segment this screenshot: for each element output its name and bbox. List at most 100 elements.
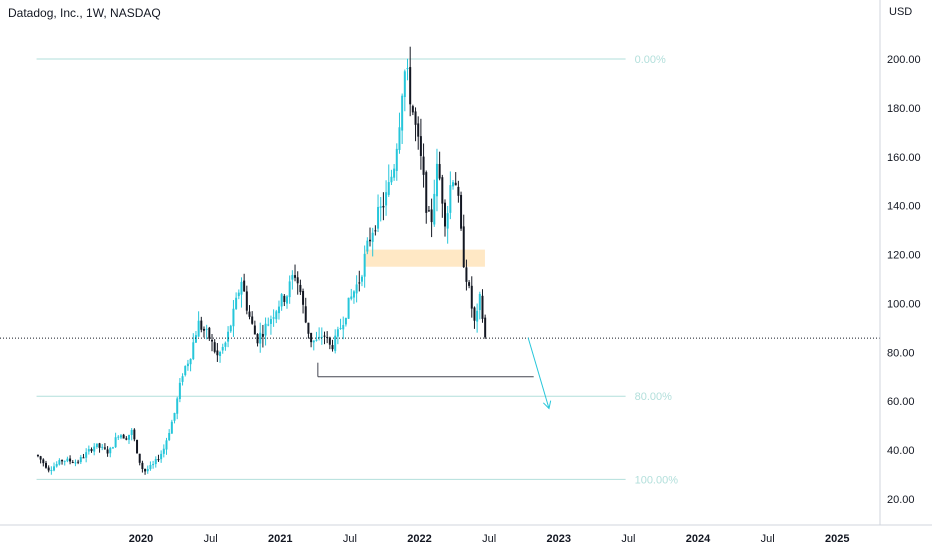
candles <box>36 46 487 475</box>
candle-body <box>44 462 47 468</box>
candle-body <box>393 168 396 178</box>
x-tick-label: Jul <box>204 533 218 545</box>
candle <box>366 237 369 255</box>
candle <box>390 169 393 186</box>
candle <box>44 460 47 469</box>
candle <box>363 245 366 288</box>
candle-body <box>379 206 382 208</box>
candle <box>189 358 192 372</box>
candle-body <box>403 71 406 98</box>
candle-body <box>79 456 82 463</box>
candle-body <box>66 458 69 462</box>
candle <box>470 276 473 318</box>
candle-body <box>382 205 385 208</box>
candle-body <box>221 347 224 351</box>
candle <box>66 456 69 463</box>
candle <box>128 434 131 444</box>
x-tick-label: 2024 <box>686 533 711 545</box>
candle-body <box>427 210 430 212</box>
candle-body <box>103 447 106 449</box>
candle <box>261 324 264 348</box>
candle <box>53 462 56 472</box>
candle-body <box>280 294 283 307</box>
candle-body <box>141 462 144 469</box>
candle <box>221 343 224 354</box>
candle <box>160 450 163 463</box>
candle <box>109 446 112 458</box>
candle-body <box>114 437 117 448</box>
candle <box>111 446 114 449</box>
candle-body <box>328 337 331 345</box>
candle <box>98 442 101 453</box>
candle <box>256 333 259 347</box>
candle-body <box>414 111 417 125</box>
y-tick-label: 100.00 <box>887 298 921 310</box>
candle <box>312 340 315 351</box>
candle <box>476 303 479 333</box>
candle <box>253 320 256 335</box>
supply-zone <box>365 249 485 267</box>
candle-body <box>350 296 353 299</box>
candle-body <box>363 253 366 277</box>
candle <box>144 468 147 475</box>
candle <box>202 326 205 338</box>
candle <box>438 151 441 181</box>
candle-body <box>200 320 203 330</box>
candle <box>90 447 93 453</box>
candle-body <box>122 434 125 439</box>
fib-levels: 0.00% 80.00% 100.00% <box>36 54 679 486</box>
candle-body <box>476 310 479 322</box>
fib-label: 100.00% <box>635 474 679 486</box>
candle-body <box>419 136 422 156</box>
candle-body <box>334 335 337 351</box>
candle-body <box>422 156 425 175</box>
candle <box>371 227 374 257</box>
candle-body <box>111 447 114 449</box>
candle <box>157 454 160 462</box>
candle-body <box>441 177 444 204</box>
candle-body <box>323 335 326 337</box>
candle <box>170 419 173 434</box>
candle-body <box>178 382 181 399</box>
y-tick-label: 80.00 <box>887 347 915 359</box>
candle-body <box>235 297 238 309</box>
candle-body <box>344 317 347 325</box>
candle <box>130 428 133 441</box>
fib-label: 80.00% <box>635 391 673 403</box>
candle <box>125 436 128 441</box>
candle <box>446 205 449 244</box>
candle-body <box>302 291 305 305</box>
candle <box>275 309 278 324</box>
candle <box>307 322 310 339</box>
candle-body <box>387 182 390 195</box>
candle-body <box>406 68 409 70</box>
candle-body <box>63 460 66 462</box>
candle <box>414 107 417 142</box>
candle-body <box>259 332 262 344</box>
y-tick-label: 120.00 <box>887 250 921 262</box>
candle-body <box>98 443 101 448</box>
candle <box>82 453 85 459</box>
candle <box>93 443 96 456</box>
candle <box>47 465 50 473</box>
candle <box>285 295 288 309</box>
candle-body <box>74 462 77 464</box>
candle-body <box>144 468 147 472</box>
candle-body <box>310 333 313 343</box>
candle <box>173 412 176 424</box>
candle-body <box>352 291 355 298</box>
candle-body <box>138 453 141 463</box>
candle <box>141 460 144 473</box>
candle <box>42 458 45 467</box>
candle-body <box>205 328 208 330</box>
candle <box>280 293 283 311</box>
candle-body <box>478 293 481 311</box>
candle-body <box>93 446 96 452</box>
candle-body <box>69 458 72 462</box>
candle-body <box>152 464 155 466</box>
x-tick-label: Jul <box>343 533 357 545</box>
candle <box>409 46 412 117</box>
candle <box>360 274 363 287</box>
